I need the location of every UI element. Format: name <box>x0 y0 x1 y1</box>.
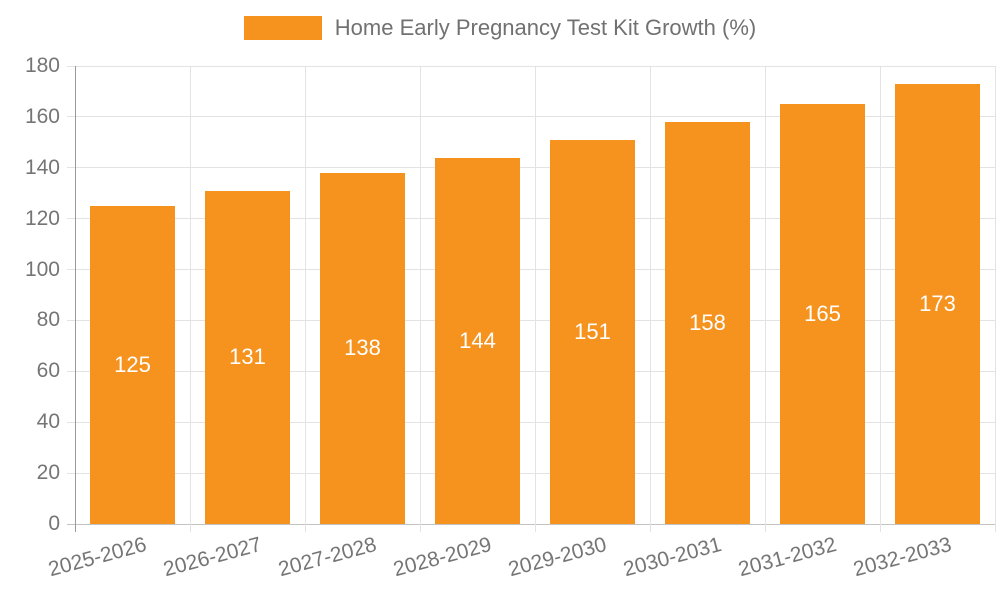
y-tick-label: 40 <box>36 410 60 434</box>
x-axis-line <box>67 523 995 525</box>
y-tick-label: 20 <box>36 461 60 485</box>
y-tick-label: 60 <box>36 359 60 383</box>
bar-2025-2026[interactable] <box>90 205 175 524</box>
horizontal-gridline <box>67 116 995 118</box>
vertical-gridline <box>994 66 996 532</box>
bar-2028-2029[interactable] <box>435 157 520 524</box>
bar-value-label: 173 <box>919 290 956 316</box>
bar-2027-2028[interactable] <box>320 172 405 524</box>
horizontal-gridline <box>67 421 995 423</box>
y-tick-label: 160 <box>24 104 60 128</box>
vertical-gridline <box>419 66 421 532</box>
horizontal-gridline <box>67 167 995 169</box>
y-tick-label: 80 <box>36 308 60 332</box>
bar-2032-2033[interactable] <box>895 83 980 524</box>
bar-2030-2031[interactable] <box>665 121 750 524</box>
y-axis-line <box>74 66 76 532</box>
bar-value-label: 125 <box>114 351 151 377</box>
legend-label: Home Early Pregnancy Test Kit Growth (%) <box>334 15 757 40</box>
legend: Home Early Pregnancy Test Kit Growth (%) <box>0 15 1000 41</box>
bar-value-label: 165 <box>804 301 841 327</box>
vertical-gridline <box>534 66 536 532</box>
horizontal-gridline <box>67 218 995 220</box>
vertical-gridline <box>764 66 766 532</box>
vertical-gridline <box>879 66 881 532</box>
bar-value-label: 158 <box>689 309 726 335</box>
horizontal-gridline <box>67 65 995 67</box>
bar-2026-2027[interactable] <box>205 190 290 524</box>
bar-value-label: 138 <box>344 335 381 361</box>
bar-value-label: 131 <box>229 344 266 370</box>
y-tick-label: 140 <box>24 155 60 179</box>
legend-item[interactable]: Home Early Pregnancy Test Kit Growth (%) <box>243 15 757 41</box>
vertical-gridline <box>304 66 306 532</box>
horizontal-gridline <box>67 472 995 474</box>
vertical-gridline <box>649 66 651 532</box>
horizontal-gridline <box>67 319 995 321</box>
vertical-gridline <box>189 66 191 532</box>
bar-2031-2032[interactable] <box>780 104 865 524</box>
plot-area: 0 20 40 60 80 100 120 140 160 180 125 2025-2026 131 2… <box>25 54 996 581</box>
horizontal-gridline <box>67 370 995 372</box>
y-tick-label: 120 <box>24 206 60 230</box>
bar-value-label: 151 <box>574 318 611 344</box>
legend-swatch-icon <box>243 16 322 40</box>
bar-2029-2030[interactable] <box>550 139 635 524</box>
horizontal-gridline <box>67 269 995 271</box>
y-tick-label: 0 <box>48 512 60 535</box>
y-tick-label: 180 <box>24 54 60 77</box>
bar-value-label: 144 <box>459 327 496 353</box>
y-tick-label: 100 <box>24 257 60 281</box>
